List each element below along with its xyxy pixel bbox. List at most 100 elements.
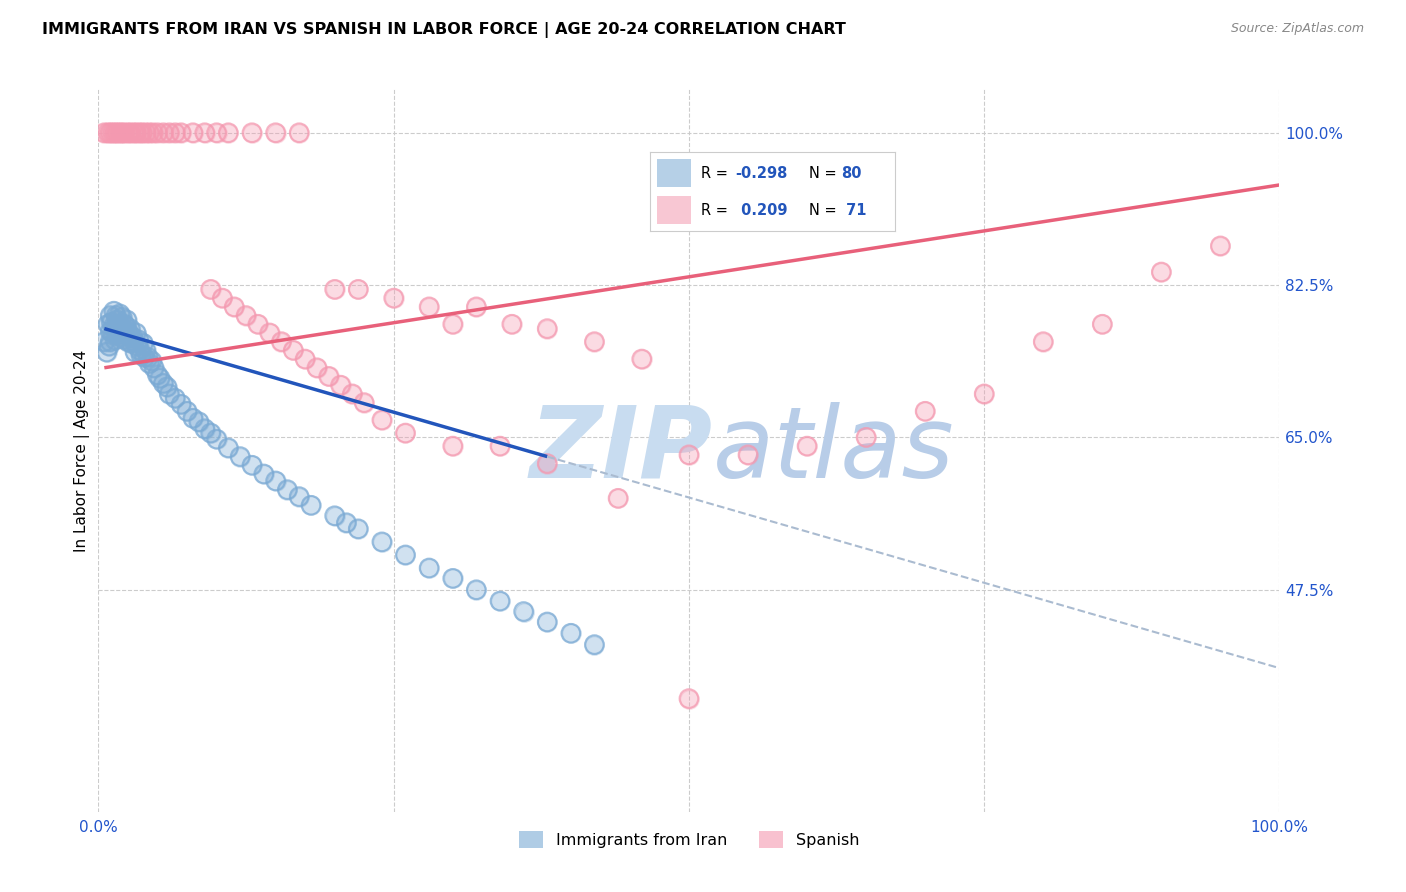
Point [276,483,298,497]
Point [96,345,118,359]
Point [347,522,370,536]
Point [229,450,252,464]
Point [305,360,328,375]
Point [134,351,156,365]
Point [200,425,222,440]
Point [465,582,488,597]
Point [97,126,120,140]
Point [117,334,139,349]
Point [217,126,239,140]
Point [157,126,180,140]
Point [100,316,122,330]
Point [97,317,120,331]
Point [122,334,145,349]
Point [240,458,263,473]
Point [120,321,142,335]
Point [157,126,180,140]
Point [418,561,440,575]
Point [371,534,394,549]
Point [101,326,124,340]
Point [583,334,606,349]
Point [134,351,156,365]
Point [855,430,877,444]
Text: 71: 71 [841,202,866,218]
Point [323,282,346,296]
Point [187,415,209,429]
Point [165,391,187,405]
Point [678,691,700,706]
Point [157,387,180,401]
Point [141,353,163,368]
Point [1091,317,1114,331]
Point [240,126,263,140]
Point [224,300,246,314]
Point [678,448,700,462]
Point [973,387,995,401]
Point [489,439,512,453]
Point [97,317,120,331]
Point [318,369,340,384]
Point [142,360,165,375]
Point [264,126,287,140]
Point [737,448,759,462]
Point [135,343,157,358]
Point [288,490,311,504]
Point [489,439,512,453]
Point [128,343,150,358]
Text: atlas: atlas [713,402,955,499]
Point [288,490,311,504]
Point [253,467,276,481]
Point [512,605,534,619]
Point [103,318,125,333]
Point [583,638,606,652]
Point [737,448,759,462]
Point [205,432,228,446]
Point [108,126,131,140]
Point [129,348,152,362]
Point [112,332,135,346]
Point [283,343,305,358]
Point [111,310,134,325]
Point [299,498,322,512]
Point [394,425,416,440]
Point [115,313,138,327]
Point [104,333,127,347]
Point [914,404,936,418]
Point [187,415,209,429]
Point [240,458,263,473]
Point [104,126,127,140]
Point [110,330,132,344]
Point [465,300,488,314]
Point [394,548,416,562]
Point [136,351,159,365]
Point [112,321,135,335]
Point [146,126,169,140]
Point [418,300,440,314]
Point [98,126,121,140]
Point [105,313,128,327]
Point [156,380,179,394]
Point [382,291,405,305]
Point [117,126,139,140]
Point [630,352,652,367]
Point [103,318,125,333]
Point [329,378,352,392]
Point [101,126,124,140]
Point [98,334,121,349]
Point [200,282,222,296]
Point [205,126,228,140]
Y-axis label: In Labor Force | Age 20-24: In Labor Force | Age 20-24 [75,350,90,551]
Point [146,368,169,382]
Point [129,348,152,362]
Point [441,317,464,331]
Point [181,411,204,425]
Point [678,691,700,706]
Point [323,508,346,523]
Point [1032,334,1054,349]
Point [607,491,630,506]
Point [142,126,165,140]
Point [125,326,148,340]
Point [240,126,263,140]
Point [264,126,287,140]
Point [465,300,488,314]
